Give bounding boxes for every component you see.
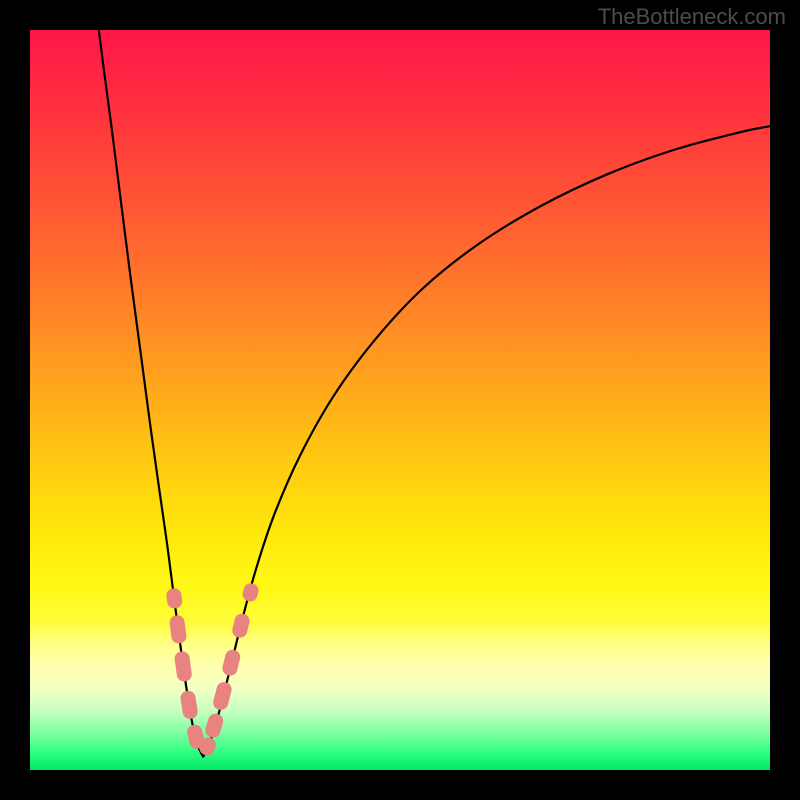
bottleneck-chart xyxy=(0,0,800,800)
gradient-background xyxy=(30,30,770,770)
watermark-text: TheBottleneck.com xyxy=(598,4,786,30)
